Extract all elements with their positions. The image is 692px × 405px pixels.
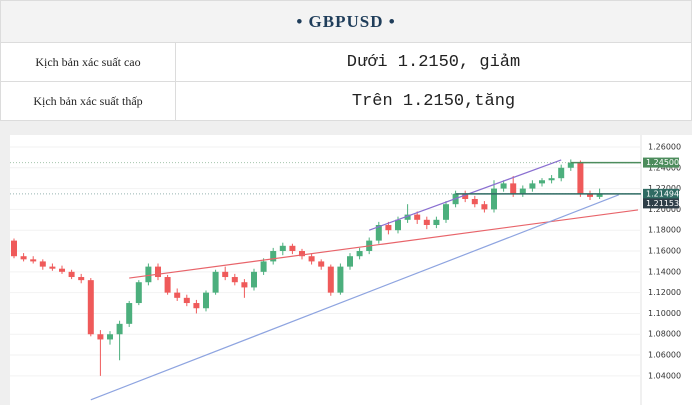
candle-body [318, 261, 325, 267]
table-row: Kịch bản xác suất cao Dưới 1.2150, giảm [0, 42, 692, 82]
trend-line [129, 209, 639, 279]
candle-body [260, 261, 267, 272]
candle-body [251, 271, 257, 288]
candle-body [375, 225, 382, 241]
candle-body [327, 266, 334, 293]
candle-body [183, 297, 190, 304]
row-label: Kịch bản xác suất thấp [0, 81, 176, 121]
candle-body [443, 204, 449, 220]
candle-body [116, 323, 123, 335]
candle-body [337, 266, 344, 293]
candle-body [385, 225, 392, 231]
candle-body [126, 303, 133, 324]
candle-body [193, 303, 200, 309]
candle-body [587, 193, 593, 197]
price-label: 1.21494 [646, 189, 679, 198]
row-value: Dưới 1.2150, giảm [175, 42, 692, 82]
candle-body [481, 204, 488, 210]
candle-body [510, 183, 517, 194]
scenario-table: • GBPUSD • Kịch bản xác suất cao Dưới 1.… [0, 0, 692, 121]
candle-body [423, 219, 430, 225]
candle-body [308, 256, 315, 262]
candle-body [270, 251, 277, 262]
candle-body [548, 178, 555, 181]
candle-body [491, 188, 497, 210]
price-label: 1.24500 [646, 158, 679, 167]
candle-body [471, 198, 478, 205]
candle-body [241, 282, 248, 288]
candle-body [11, 240, 17, 257]
candle-body [68, 271, 75, 278]
y-tick-label: 1.24000 [648, 163, 681, 172]
y-tick-label: 1.26000 [648, 142, 681, 151]
row-label: Kịch bản xác suất cao [0, 42, 176, 82]
candle-body [97, 334, 104, 340]
price-label: 1.21153 [646, 199, 679, 208]
candle-body [404, 214, 411, 220]
candle-body [155, 266, 161, 278]
candle-body [356, 251, 363, 257]
y-tick-label: 1.20000 [648, 205, 681, 214]
candle-body [299, 251, 305, 257]
candle-body [347, 256, 353, 267]
price-label-box [643, 157, 679, 168]
candle-body [539, 180, 545, 184]
y-tick-label: 1.08000 [648, 330, 681, 339]
candle-body [30, 259, 37, 262]
y-tick-label: 1.10000 [648, 309, 681, 318]
candle-body [49, 266, 56, 269]
candle-body [135, 282, 142, 304]
candle-body [59, 268, 65, 272]
y-tick-label: 1.12000 [648, 288, 681, 297]
candle-body [519, 188, 526, 194]
candle-body [567, 162, 574, 168]
y-tick-label: 1.14000 [648, 267, 681, 276]
candle-body [87, 280, 94, 335]
y-tick-label: 1.04000 [648, 371, 681, 380]
candle-body [20, 256, 27, 260]
candle-body [279, 245, 286, 252]
y-tick-label: 1.06000 [648, 351, 681, 360]
candle-body [433, 219, 440, 225]
chart: 1.26000 1.24000 1.22000 1.20000 1.18000 1.160… [10, 135, 692, 405]
trend-line [368, 159, 562, 231]
candle-body [596, 193, 603, 197]
candle-body [577, 162, 584, 194]
candle-body [107, 334, 113, 340]
candle-body [462, 193, 469, 199]
candle-body [558, 167, 565, 179]
candle-body [212, 271, 219, 293]
trend-line [90, 194, 620, 401]
candle-body [203, 292, 209, 309]
candle-body [222, 271, 229, 278]
candle-body [500, 183, 507, 189]
candle-body [174, 292, 181, 298]
y-tick-label: 1.16000 [648, 247, 681, 256]
chart-background [10, 135, 692, 405]
candle-body [289, 245, 296, 252]
candle-body [164, 277, 171, 293]
candle-body [529, 183, 536, 189]
header-row: • GBPUSD • [0, 0, 692, 43]
candle-body [414, 214, 421, 220]
header-title: • GBPUSD • [0, 0, 692, 43]
y-tick-label: 1.18000 [648, 226, 681, 235]
candle-body [78, 277, 85, 281]
candle-body [395, 219, 401, 231]
price-label-box [643, 198, 679, 209]
chart-container: 1.26000 1.24000 1.22000 1.20000 1.18000 1.160… [0, 121, 692, 405]
candle-body [145, 266, 152, 283]
candle-body [39, 261, 46, 267]
table-row: Kịch bản xác suất thấp Trên 1.2150,tăng [0, 81, 692, 121]
y-tick-label: 1.22000 [648, 184, 681, 193]
candle-body [231, 277, 238, 283]
row-value: Trên 1.2150,tăng [175, 81, 692, 121]
